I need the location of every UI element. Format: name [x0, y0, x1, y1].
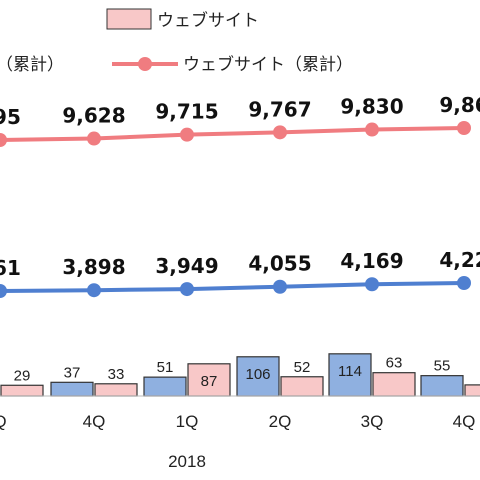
blue-bar-label: 106 — [245, 366, 270, 383]
red-cumulative-point — [87, 131, 101, 146]
x-tick-label: 4Q — [83, 412, 106, 431]
red-cumulative-point — [180, 127, 194, 142]
blue-bar-label: 114 — [338, 363, 362, 380]
pink-bar-label: 52 — [294, 359, 311, 376]
red-cumulative-point-label: 595 — [0, 105, 21, 129]
pink-bar — [280, 376, 324, 397]
x-tick-label: 4Q — [453, 412, 476, 431]
red-cumulative-point — [365, 122, 379, 137]
red-cumulative-point-label: 9,715 — [155, 100, 218, 124]
red-cumulative-point — [457, 121, 471, 135]
blue-cumulative-point — [0, 284, 7, 298]
pink-bar-label: 87 — [201, 373, 218, 390]
legend-left-line-label: （累計） — [0, 55, 64, 75]
legend-bar-swatch — [106, 8, 152, 30]
x-axis-ticks: Q 4Q 1Q 2Q 3Q 4Q 2018 — [0, 412, 475, 471]
x-tick-label: Q — [0, 412, 7, 431]
pink-bar-label: 29 — [14, 367, 31, 384]
red-cumulative-line — [0, 126, 465, 142]
blue-bar — [328, 353, 372, 397]
pink-bar — [0, 384, 44, 397]
blue-cumulative-point-label: 4,055 — [248, 252, 311, 276]
x-tick-label: 2Q — [269, 412, 292, 431]
pink-bar — [464, 384, 480, 397]
legend-line-marker — [138, 57, 152, 71]
blue-bar-label: 37 — [64, 364, 81, 381]
blue-bar — [420, 375, 464, 397]
blue-bar-label: 55 — [434, 358, 451, 375]
year-label: 2018 — [168, 452, 206, 471]
pink-bar-label: 63 — [386, 355, 403, 372]
blue-cumulative-point — [365, 277, 379, 292]
x-tick-label: 1Q — [176, 412, 199, 431]
blue-cumulative-point-label: 4,169 — [340, 249, 403, 273]
blue-cumulative-point-label: 3,898 — [62, 255, 125, 279]
blue-cumulative-point — [457, 276, 471, 290]
blue-cumulative-point-label: 3,949 — [155, 254, 218, 278]
blue-cumulative-line — [0, 281, 465, 293]
red-cumulative-point-label: 9,767 — [248, 97, 311, 121]
blue-cumulative-point — [180, 282, 194, 297]
legend-line-label: ウェブサイト（累計） — [183, 54, 353, 75]
pink-bar — [94, 383, 138, 397]
red-cumulative-point-label: 9,830 — [340, 95, 403, 119]
blue-cumulative-point — [273, 279, 287, 294]
blue-cumulative-point-label: 4,22 — [439, 248, 480, 272]
blue-bar-label: 51 — [157, 359, 174, 376]
pink-bar-label: 33 — [108, 366, 125, 383]
red-cumulative-point — [273, 125, 287, 140]
pink-bar — [372, 372, 416, 397]
legend: ウェブサイト （累計） ウェブサイト（累計） — [0, 8, 353, 75]
x-tick-label: 3Q — [361, 412, 384, 431]
red-cumulative-point-label: 9,86 — [439, 93, 480, 117]
red-cumulative-point — [0, 133, 7, 147]
blue-cumulative-point-label: 861 — [0, 256, 21, 280]
blue-cumulative-point — [87, 283, 101, 298]
plot-area: 375110611455293387526338613,8983,9494,05… — [0, 93, 480, 397]
red-cumulative-point-label: 9,628 — [62, 104, 125, 128]
blue-bar — [143, 376, 187, 397]
blue-bar — [50, 381, 94, 397]
legend-bar-label: ウェブサイト — [157, 10, 259, 31]
